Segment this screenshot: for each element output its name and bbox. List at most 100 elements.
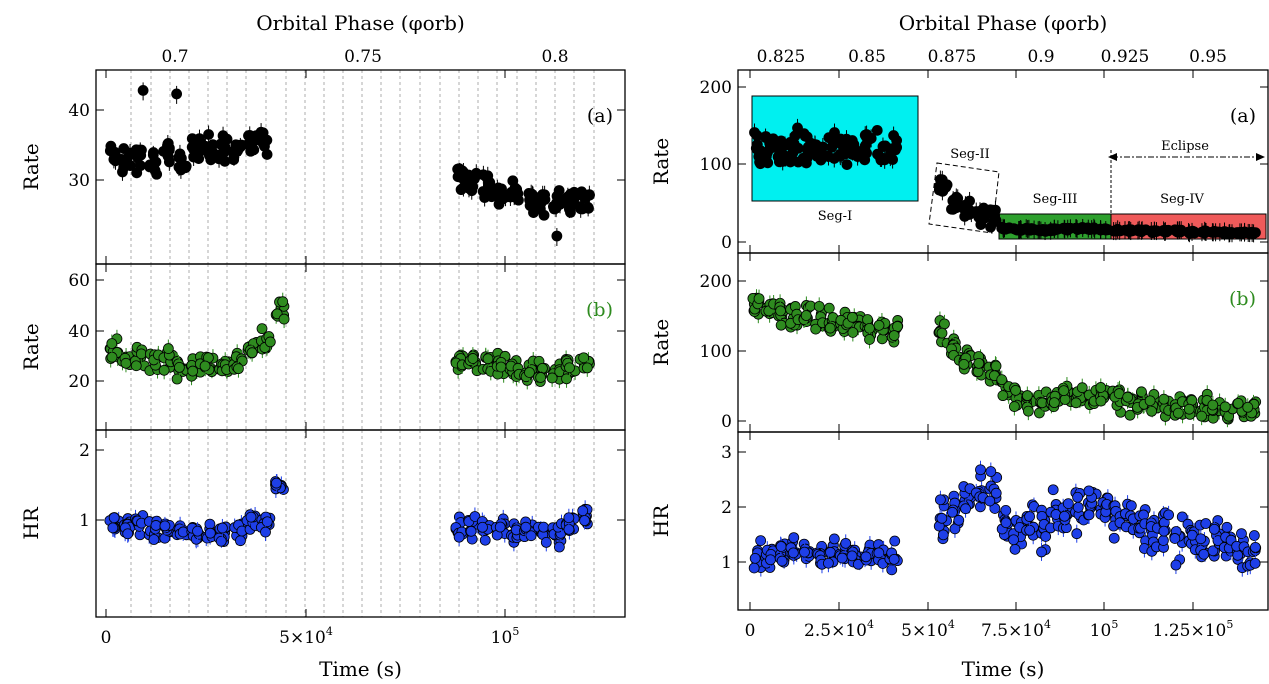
data-point xyxy=(535,372,547,383)
data-point xyxy=(861,147,872,159)
data-point xyxy=(1158,525,1170,537)
data-point xyxy=(257,138,269,149)
data-point xyxy=(277,296,289,308)
data-point xyxy=(753,293,765,304)
data-point xyxy=(799,130,811,142)
left-panel: Orbital Phase (φorb) 0.7 0.75 0.8 30 40 Rate (a… xyxy=(19,11,626,681)
data-point xyxy=(823,151,834,162)
data-series xyxy=(104,292,595,390)
y-tick-label: 3 xyxy=(721,443,732,463)
data-point xyxy=(553,541,565,553)
y-tick-label: 0 xyxy=(721,412,732,432)
data-point xyxy=(1071,528,1083,540)
data-point xyxy=(1000,517,1012,529)
data-point xyxy=(130,360,142,372)
data-point xyxy=(137,85,149,96)
data-point xyxy=(810,323,822,335)
data-point xyxy=(888,553,900,565)
panel-label: (a) xyxy=(1230,105,1256,127)
data-point xyxy=(540,537,552,548)
data-point xyxy=(158,145,169,157)
data-point xyxy=(862,314,873,325)
data-point xyxy=(840,537,852,549)
data-point xyxy=(885,147,896,159)
data-point xyxy=(134,146,146,157)
x-tick-label: 2.5×104 xyxy=(804,618,874,641)
data-point xyxy=(775,541,787,552)
data-point xyxy=(107,522,119,534)
y-tick-label: 100 xyxy=(700,155,732,175)
data-point xyxy=(278,313,290,325)
seg-ii-box xyxy=(928,162,1000,234)
data-point xyxy=(215,535,227,547)
data-point xyxy=(825,546,836,558)
data-point xyxy=(479,534,491,546)
data-point xyxy=(760,151,772,162)
x-tick-label: 105 xyxy=(1090,618,1119,641)
y-axis-label: Rate xyxy=(649,138,673,185)
data-point xyxy=(823,302,835,314)
data-point xyxy=(847,311,858,323)
data-point xyxy=(577,505,589,517)
data-point xyxy=(964,195,975,207)
data-point xyxy=(204,527,216,539)
segment-label: Eclipse xyxy=(1161,139,1209,154)
data-point xyxy=(1040,531,1052,542)
data-point xyxy=(1024,524,1036,536)
data-point xyxy=(1032,224,1044,236)
data-point xyxy=(271,477,282,489)
data-point xyxy=(765,554,776,566)
top-tick-label: 0.875 xyxy=(928,47,977,67)
data-point xyxy=(524,367,535,378)
data-point xyxy=(1232,549,1244,561)
data-series xyxy=(747,289,1262,428)
data-point xyxy=(217,522,228,534)
data-point xyxy=(836,552,848,564)
data-point xyxy=(106,351,118,363)
data-point xyxy=(1010,384,1022,396)
data-point xyxy=(1058,385,1070,397)
data-point xyxy=(171,373,183,385)
data-point xyxy=(834,150,846,162)
data-point xyxy=(799,546,810,558)
subplot-1: 0 100 200 Rate (a) Seg-I Seg-II Seg-III Seg-IV Ec… xyxy=(649,69,1269,254)
data-point xyxy=(122,528,134,540)
data-point xyxy=(244,140,256,152)
x-tick-label: 0 xyxy=(745,621,756,641)
data-point xyxy=(484,176,496,188)
data-point xyxy=(871,124,883,136)
data-point xyxy=(135,348,147,360)
data-point xyxy=(946,506,958,518)
data-point xyxy=(175,164,187,176)
data-point xyxy=(824,322,836,334)
data-point xyxy=(1176,511,1188,523)
data-point xyxy=(1083,509,1095,521)
data-point xyxy=(1249,557,1261,569)
data-point xyxy=(1248,530,1260,541)
data-point xyxy=(233,363,244,375)
data-point xyxy=(1059,394,1071,405)
data-point xyxy=(1124,409,1136,421)
data-point xyxy=(1072,491,1084,503)
data-point xyxy=(1122,391,1134,403)
y-tick-label: 1 xyxy=(79,511,90,531)
data-point xyxy=(201,145,213,157)
top-tick-label: 0.925 xyxy=(1101,47,1150,67)
data-point xyxy=(469,511,481,522)
data-point xyxy=(797,152,809,164)
eclipse-arrow-head xyxy=(1108,153,1117,161)
data-point xyxy=(1070,222,1082,234)
data-point xyxy=(1070,397,1082,409)
data-point xyxy=(1170,559,1182,571)
data-point xyxy=(846,550,858,562)
data-point xyxy=(579,515,590,526)
x-tick-label: 5×104 xyxy=(901,618,955,641)
data-point xyxy=(1221,521,1233,533)
data-point xyxy=(243,130,254,142)
top-tick-label: 0.85 xyxy=(848,47,886,67)
data-point xyxy=(1048,223,1060,235)
data-point xyxy=(888,330,900,341)
data-point xyxy=(784,156,796,168)
data-point xyxy=(203,129,214,140)
data-point xyxy=(261,516,273,528)
